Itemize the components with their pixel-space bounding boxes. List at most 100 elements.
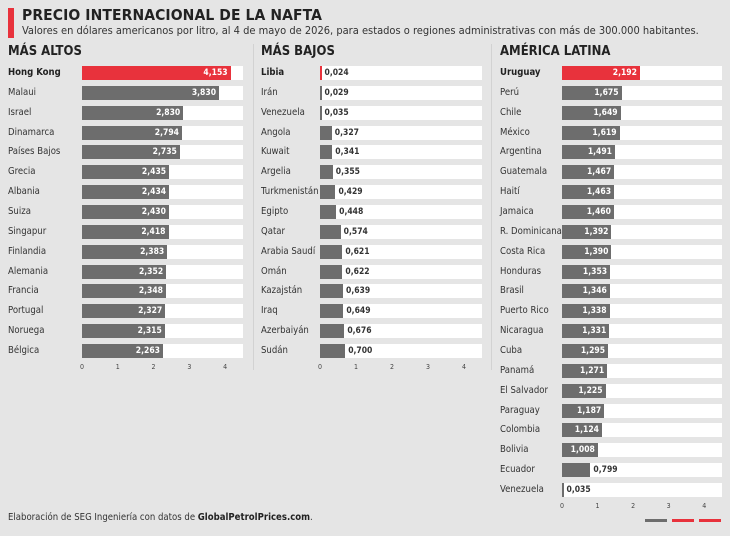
- bar-row: Azerbaiyán 0,676: [261, 324, 482, 339]
- bar-track: 1,491: [562, 145, 722, 160]
- bar-track: 2,418: [82, 224, 243, 239]
- category-label: Qatar: [261, 225, 286, 237]
- bar-row: Jamaica 1,460: [500, 205, 722, 220]
- category-label: Uruguay: [500, 67, 541, 78]
- bar-track: 0,035: [562, 483, 722, 498]
- category-label: Países Bajos: [8, 146, 61, 158]
- bar-row: Turkmenistán 0,429: [261, 185, 482, 200]
- bar-track: 1,124: [562, 423, 722, 438]
- bar: [562, 185, 615, 200]
- chart-mas-altos: MÁS ALTOS Hong Kong 4,153 Malaui 3,830 Israel…: [8, 44, 243, 374]
- x-tick-label: 0: [559, 502, 565, 511]
- data-label: 0,355: [335, 167, 360, 178]
- data-label: 1,392: [584, 226, 609, 237]
- bar: [320, 304, 344, 319]
- category-label: Ecuador: [500, 464, 535, 476]
- bar: [320, 224, 341, 239]
- data-label: 2,830: [156, 107, 181, 118]
- x-tick-label: 4: [702, 502, 707, 511]
- category-label: Costa Rica: [500, 245, 546, 257]
- bar-row: Brasil 1,346: [500, 284, 722, 299]
- category-label: Venezuela: [500, 484, 544, 496]
- data-label: 0,676: [347, 326, 372, 337]
- bar: [562, 383, 606, 398]
- category-label: Azerbaiyán: [261, 325, 309, 337]
- bar-track: 2,434: [82, 185, 243, 200]
- bar-track: 0,799: [562, 463, 722, 478]
- category-label: Grecia: [8, 166, 36, 178]
- bar-row: Nicaragua 1,331: [500, 324, 722, 339]
- data-label: 2,352: [138, 266, 164, 277]
- bar: [562, 165, 615, 180]
- data-label: 4,153: [203, 68, 228, 78]
- x-tick-label: 4: [223, 363, 228, 372]
- data-label: 2,418: [141, 226, 166, 237]
- data-label: 1,619: [592, 127, 617, 138]
- bar: [82, 125, 182, 140]
- bar-track: 2,435: [82, 165, 243, 180]
- bar: [82, 244, 168, 259]
- bar-row: R. Dominicana 1,392: [500, 224, 722, 239]
- data-label: 2,794: [154, 127, 179, 138]
- data-label: 2,327: [138, 306, 163, 317]
- chart-title: MÁS ALTOS: [8, 44, 82, 59]
- bar: [82, 224, 169, 239]
- bar: [562, 125, 620, 140]
- data-label: 1,187: [577, 405, 602, 416]
- bar-track: 0,649: [320, 304, 482, 319]
- bar: [562, 423, 602, 438]
- bar-track: 1,392: [562, 224, 722, 239]
- bar: [82, 105, 184, 120]
- bar-track: 0,574: [320, 224, 482, 239]
- bar-track: 0,700: [320, 344, 482, 359]
- bar: [320, 145, 333, 160]
- bar: [320, 85, 322, 100]
- x-tick-label: 1: [115, 363, 120, 372]
- chart-mas-bajos: MÁS BAJOS Libia 0,024 Irán 0,029 Venezuela 0,0…: [261, 44, 482, 374]
- bar: [562, 264, 611, 279]
- bar-row: Paraguay 1,187: [500, 403, 722, 418]
- category-label: Irán: [261, 86, 278, 98]
- bar-row: Suiza 2,430: [8, 205, 243, 220]
- category-label: Jamaica: [500, 206, 534, 218]
- category-label: Singapur: [8, 225, 47, 237]
- bar: [320, 165, 333, 180]
- category-label: Brasil: [500, 285, 524, 297]
- bar-track: 3,830: [82, 85, 243, 100]
- bar-row: Bélgica 2,263: [8, 344, 243, 359]
- bar: [320, 284, 343, 299]
- data-label: 2,434: [141, 187, 167, 198]
- bar: [82, 185, 170, 200]
- legend-line-red: [699, 519, 721, 522]
- x-tick-label: 1: [595, 502, 600, 511]
- data-label: 1,353: [582, 266, 608, 277]
- bar: [320, 105, 322, 120]
- bar-row: El Salvador 1,225: [500, 383, 722, 398]
- data-label: 1,463: [586, 187, 612, 198]
- bar: [82, 284, 166, 299]
- bar-row: Hong Kong 4,153: [8, 66, 243, 80]
- bar-row: Países Bajos 2,735: [8, 145, 243, 160]
- bar-row: Angola 0,327: [261, 125, 482, 140]
- data-label: 0,649: [346, 306, 371, 317]
- category-label: Suiza: [8, 206, 31, 218]
- bar-track: 1,225: [562, 383, 722, 398]
- bar: [562, 324, 610, 339]
- bar-track: 1,187: [562, 403, 722, 418]
- bar-track: 0,676: [320, 324, 482, 339]
- bar-row: Honduras 1,353: [500, 264, 722, 279]
- bar-row: Israel 2,830: [8, 105, 243, 120]
- bar: [320, 264, 343, 279]
- category-label: Bolivia: [500, 444, 529, 456]
- data-label: 1,124: [574, 425, 599, 436]
- data-label: 2,383: [140, 246, 165, 257]
- category-label: Alemania: [8, 265, 49, 277]
- data-label: 1,008: [570, 445, 595, 456]
- bar-row: Omán 0,622: [261, 264, 482, 279]
- bar-row: Argentina 1,491: [500, 145, 722, 160]
- bar: [320, 125, 332, 140]
- bar-row: Singapur 2,418: [8, 224, 243, 239]
- bar-row: Costa Rica 1,390: [500, 244, 722, 259]
- bar: [82, 85, 220, 100]
- data-label: 2,348: [138, 286, 164, 297]
